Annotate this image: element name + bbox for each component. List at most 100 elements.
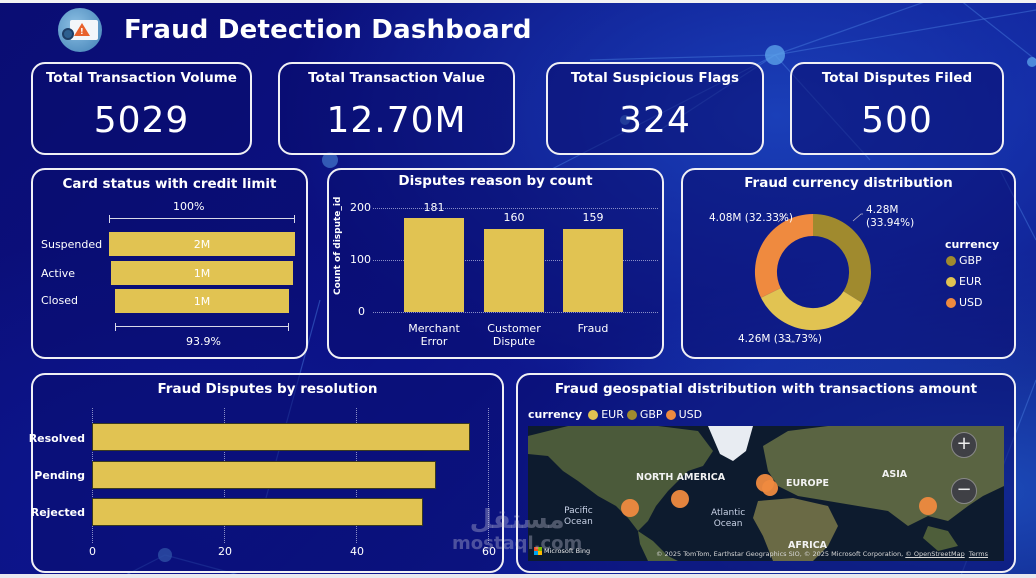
funnel-bottom-bracket [115,323,289,331]
data-label: 160 [503,211,525,224]
gridline [373,208,658,209]
kpi-label: Total Disputes Filed [821,70,973,86]
y-tick: Pending [34,469,85,482]
slice-eur [761,288,863,331]
legend-label: GBP [959,254,982,267]
bubble-usd-japan[interactable] [919,497,937,515]
chart-title: Fraud currency distribution [744,175,953,191]
currency-donut-chart[interactable]: Fraud currency distribution 4.08M (32.33… [681,168,1016,359]
disputes-reason-chart[interactable]: Disputes reason by count Count of disput… [327,168,664,359]
bubble-usd-europe[interactable] [762,480,778,496]
slice-label-gbp: 4.28M [866,204,899,216]
microsoft-logo-icon [534,547,542,555]
kpi-label: Total Suspicious Flags [570,70,740,86]
y-tick: Rejected [30,506,85,519]
funnel-bar-closed[interactable]: 1M [115,289,289,313]
legend-dot-icon [946,276,956,287]
bar-merchant-error[interactable] [404,218,464,312]
top-border [0,0,1036,3]
legend-title: currency [945,238,1000,251]
legend-label: USD [678,408,703,421]
legend-label: EUR [959,275,982,288]
y-tick: 0 [358,305,365,318]
y-tick: 200 [350,201,371,214]
kpi-card-suspicious-flags[interactable]: Total Suspicious Flags 324 [546,62,764,155]
kpi-value: 324 [619,100,691,141]
funnel-row-label: Active [41,267,76,280]
terms-link[interactable]: Terms [968,550,988,558]
legend-label: EUR [601,408,624,421]
slice-label-gbp: (33.94%) [866,217,915,229]
data-label: 181 [423,201,445,214]
map-label-north-america: NORTH AMERICA [636,472,726,483]
x-tick: Dispute [492,335,536,348]
resolution-bar-chart[interactable]: Fraud Disputes by resolution Resolved Pe… [29,373,504,573]
x-tick: 40 [350,545,364,558]
legend-item-gbp[interactable]: GBP [946,254,982,267]
bar-fraud[interactable] [563,229,623,312]
world-map[interactable]: NORTH AMERICA EUROPE ASIA AFRICA Pacific… [528,426,1004,561]
legend-title: currency [528,408,583,421]
legend-item-usd[interactable]: USD [946,296,983,309]
bubble-usd-east-us[interactable] [671,490,689,508]
map-label-asia: ASIA [882,469,908,480]
kpi-card-transaction-volume[interactable]: Total Transaction Volume 5029 [31,62,252,155]
legend-label: GBP [639,408,663,421]
legend-item-eur[interactable]: EUR [588,408,624,421]
osm-link[interactable]: © OpenStreetMap [905,550,965,558]
bing-logo: Microsoft Bing [534,547,590,555]
x-tick: 20 [218,545,232,558]
bar-pending[interactable] [92,461,436,489]
map-label-atlantic: Atlantic Ocean [711,508,746,529]
x-tick: Fraud [577,322,609,335]
kpi-card-disputes-filed[interactable]: Total Disputes Filed 500 [790,62,1004,155]
funnel-bottom-percent: 93.9% [186,335,221,348]
legend-dot-icon [588,409,599,420]
slice-usd [754,213,813,298]
funnel-bar-active[interactable]: 1M [111,261,293,285]
bar-rejected[interactable] [92,498,423,526]
map-label-pacific: Pacific Ocean [564,506,593,527]
kpi-value: 5029 [93,100,190,141]
map-label-africa: AFRICA [788,540,828,551]
card-status-funnel-chart[interactable]: Card status with credit limit 100% Suspe… [31,168,308,359]
funnel-top-bracket [109,215,295,223]
x-tick: 60 [482,545,496,558]
y-axis-label: Count of dispute_id [333,196,343,295]
map-label-europe: EUROPE [786,478,830,489]
map-land-shapes [528,426,1004,561]
slice-label-usd: 4.08M (32.33%) [709,212,794,224]
gridline [488,408,489,543]
bar-resolved[interactable] [92,423,470,451]
legend-item-gbp[interactable]: GBP [626,408,663,421]
bottom-border [0,574,1036,578]
legend-item-eur[interactable]: EUR [946,275,982,288]
x-tick: Customer [487,322,541,335]
kpi-value: 12.70M [326,100,467,141]
fraud-alert-icon: ! [58,8,102,52]
y-tick: 100 [350,253,371,266]
funnel-row-label: Suspended [41,238,103,251]
chart-title: Fraud Disputes by resolution [157,381,378,397]
watermark: مستقل mostaql.com [452,505,583,554]
dashboard-header: ! Fraud Detection Dashboard [58,8,532,52]
bar-customer-dispute[interactable] [484,229,544,312]
gridline [373,312,658,313]
geo-map-visual[interactable]: Fraud geospatial distribution with trans… [516,373,1016,573]
kpi-label: Total Transaction Value [308,70,485,86]
legend-dot-icon [626,409,637,420]
zoom-in-button[interactable]: + [951,432,977,458]
y-tick: Resolved [28,432,85,445]
page-title: Fraud Detection Dashboard [124,15,532,45]
kpi-value: 500 [861,100,933,141]
chart-title: Disputes reason by count [398,173,593,189]
funnel-bar-suspended[interactable]: 2M [109,232,295,256]
legend-dot-icon [946,297,956,308]
legend-dot-icon [946,255,956,266]
funnel-row-label: Closed [41,294,78,307]
kpi-card-transaction-value[interactable]: Total Transaction Value 12.70M [278,62,515,155]
kpi-label: Total Transaction Volume [46,70,237,86]
bubble-usd-west-us[interactable] [621,499,639,517]
zoom-out-button[interactable]: − [951,478,977,504]
legend-item-usd[interactable]: USD [665,408,703,421]
